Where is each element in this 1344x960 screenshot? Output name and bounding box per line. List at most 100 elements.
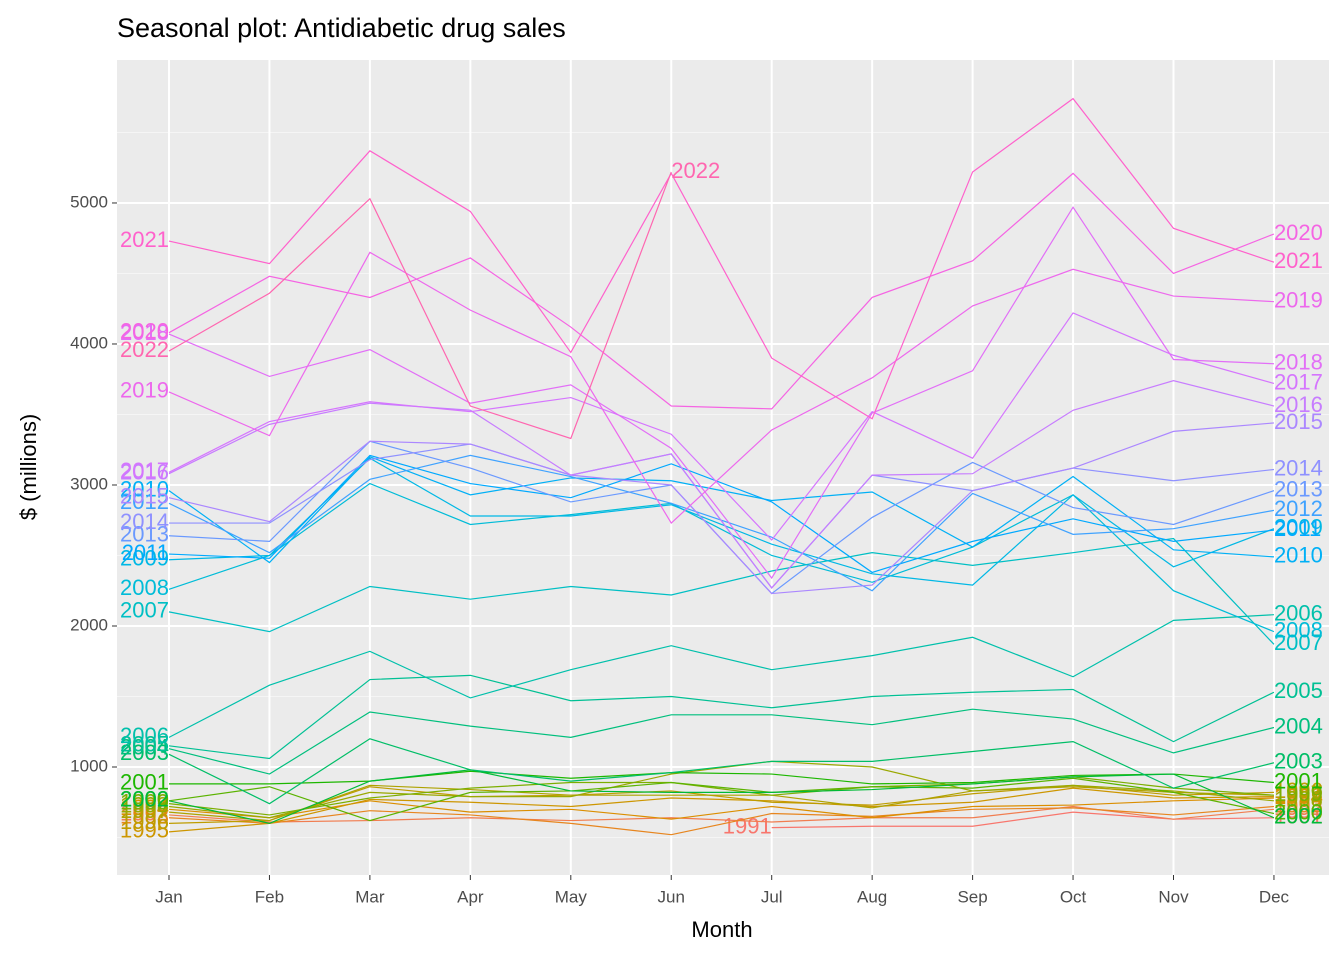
x-tick-label: Mar (355, 887, 385, 906)
series-label-start: 2015 (120, 483, 169, 508)
series-label-end: 2002 (1274, 804, 1323, 829)
y-tick-label: 1000 (70, 756, 108, 775)
series-label-start: 2005 (120, 732, 169, 757)
series-label-end: 1997 (1274, 781, 1323, 806)
series-line (168, 784, 1274, 822)
series-label-end: 1999 (1274, 781, 1323, 806)
y-tick-label: 5000 (70, 192, 108, 211)
series-line (168, 251, 1274, 524)
series-label-end: 2020 (1274, 220, 1323, 245)
series-label-start: 2004 (120, 734, 169, 759)
x-tick-label: Nov (1158, 887, 1189, 906)
series-label-end: 2005 (1274, 678, 1323, 703)
chart-title: Seasonal plot: Antidiabetic drug sales (117, 13, 566, 43)
y-tick-label: 2000 (70, 615, 108, 634)
series-label-end: 2004 (1274, 713, 1323, 738)
series-label-start: 2002 (120, 787, 169, 812)
series-line (168, 456, 1274, 564)
series-label-start: 1994 (120, 795, 169, 820)
series-label-start: 1992 (120, 801, 169, 826)
x-tick-label: Jan (155, 887, 182, 906)
x-tick-label: Oct (1060, 887, 1087, 906)
series-label-end: 1995 (1274, 782, 1323, 807)
series-label-start: 1997 (120, 798, 169, 823)
series-label-start: 2001 (120, 770, 169, 795)
y-axis-title: $ (millions) (16, 414, 41, 520)
series-line (168, 674, 1275, 760)
series-label-start: 1996 (120, 809, 169, 834)
series-line (168, 172, 1275, 410)
series-label-end: 2006 (1274, 601, 1323, 626)
series-label-end: 2001 (1274, 768, 1323, 793)
series-line (169, 770, 1275, 785)
series-label-start: 2019 (120, 378, 169, 403)
series-label-start: 2009 (120, 546, 169, 571)
axes: 1000 2000 3000 4000 5000 Jan Feb Mar Apr May Jun Ju… (70, 192, 1289, 906)
series-label-end: 2003 (1274, 749, 1323, 774)
series-label-end: 2009 (1274, 515, 1323, 540)
series-line (168, 805, 1275, 836)
x-tick-label: Feb (255, 887, 284, 906)
series-label-end: 2008 (1274, 617, 1323, 642)
series-line (168, 97, 1275, 420)
series-line (168, 206, 1274, 580)
series-line (168, 777, 1275, 822)
series-line (168, 537, 1275, 645)
series-label-start: 2022 (120, 337, 169, 362)
series-label-start: 1998 (120, 792, 169, 817)
series-line (771, 811, 1274, 829)
series-label-end: 2019 (1274, 287, 1323, 312)
series-label-end: 2011 (1274, 516, 1321, 541)
series-label-end: 2016 (1274, 392, 1323, 417)
series-line (168, 708, 1275, 775)
series-line (168, 784, 1274, 824)
series-label-start: 1993 (120, 804, 169, 829)
series-label-end: 2010 (1274, 543, 1323, 568)
x-tick-label: Aug (857, 887, 887, 906)
series-label-start: 2012 (120, 489, 169, 514)
x-tick-label: Sep (957, 887, 987, 906)
series-label-end: 2022 (671, 158, 720, 183)
series-label-end: 2013 (1274, 476, 1323, 501)
series-label-start: 2013 (120, 522, 169, 547)
series-line (168, 776, 1274, 816)
series-label-end: 2012 (1274, 496, 1323, 521)
x-tick-label: Jul (761, 887, 783, 906)
series-label-start: 2007 (120, 598, 169, 623)
series-line (168, 738, 1275, 805)
series-label-start: 2008 (120, 575, 169, 600)
series-label-start: 2016 (120, 460, 169, 485)
series-label-end: 1991 (1274, 804, 1323, 829)
y-tick-label: 3000 (70, 474, 108, 493)
x-tick-label: Jun (658, 887, 685, 906)
series-label-start: 1999 (120, 789, 169, 814)
series-label-start: 2014 (120, 509, 169, 534)
series-label-start: 2017 (120, 458, 169, 483)
series-label-start: 2021 (120, 227, 169, 252)
series-label-start: 1991 (723, 813, 772, 838)
series-label-start: 2006 (120, 723, 169, 748)
series-label-start: 2020 (120, 319, 169, 344)
series-label-end: 2014 (1274, 455, 1323, 480)
series-line (168, 454, 1275, 574)
y-tick-label: 4000 (70, 333, 108, 352)
x-tick-label: Dec (1259, 887, 1290, 906)
panel (117, 60, 1329, 875)
x-tick-label: May (555, 887, 588, 906)
x-tick-label: Apr (457, 887, 484, 906)
series-label-start: 2003 (120, 740, 169, 765)
series-line (168, 614, 1274, 738)
series-label-start: 2011 (122, 540, 169, 565)
series-label-end: 2017 (1274, 369, 1323, 394)
series-label-end: 1998 (1274, 787, 1323, 812)
series-label-end: 1994 (1274, 784, 1323, 809)
series-label-end: 2018 (1274, 350, 1323, 375)
series-label-end: 1996 (1274, 778, 1323, 803)
series-label-end: 1993 (1274, 792, 1323, 817)
series-line (168, 760, 1275, 819)
series-label-end: 2000 (1274, 799, 1323, 824)
series-line (168, 312, 1275, 541)
series-label-start: 1995 (120, 818, 169, 843)
